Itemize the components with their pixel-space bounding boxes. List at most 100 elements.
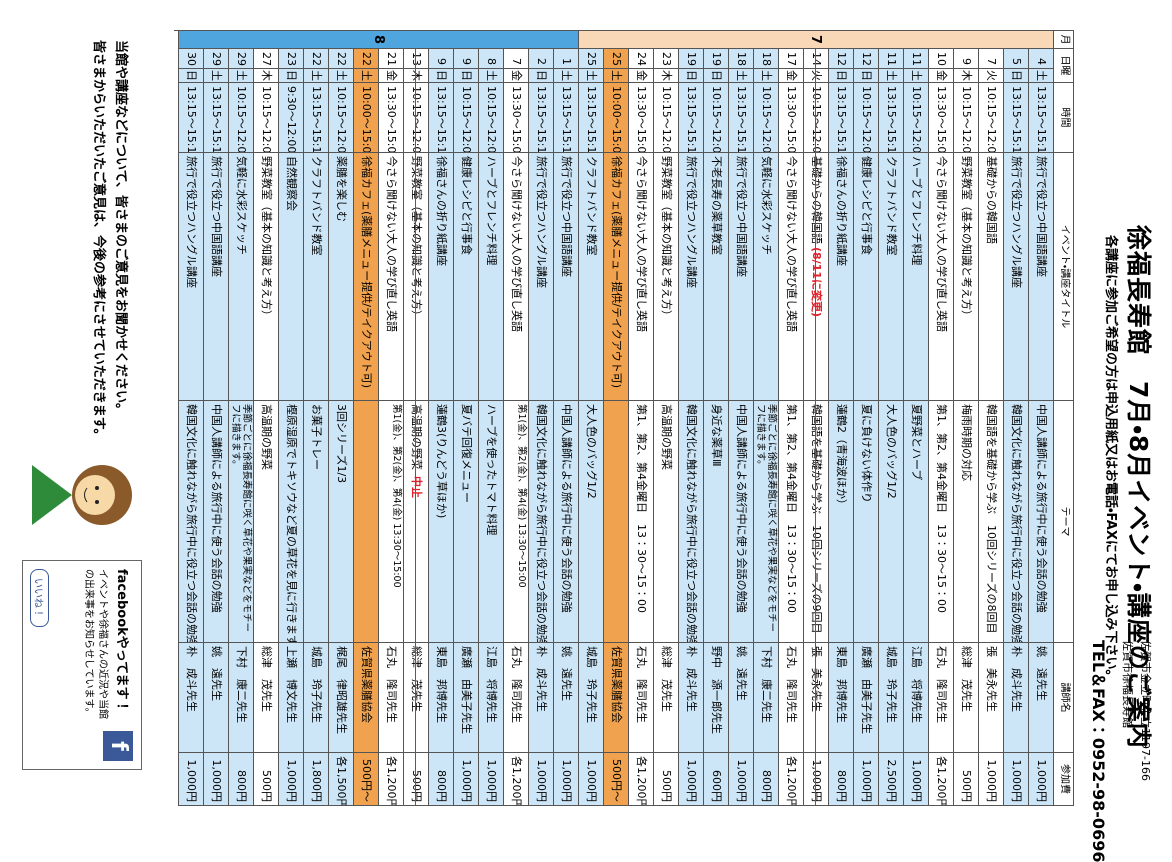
fee-cell: 1,000円 [553,753,578,806]
event-title: 薬膳を楽しむ [335,156,348,222]
theme-cell: 第1、第2、第4金曜日 13：30～15：00 [628,401,653,643]
weekday-cell: 土 [328,69,353,83]
month-label: 7 [808,34,824,45]
fee-cell: 800円 [753,753,778,806]
fee-cell: 1,800円 [303,753,328,806]
title-cell: 旅行で役立つハングル講座 [1003,153,1028,401]
theme-cell: 身近な薬草Ⅲ [703,401,728,643]
teacher-cell: 佐賀県薬膳協会 [353,643,378,753]
theme-cell: 高温期の野菜 [253,401,278,643]
teacher-cell: 石丸 隆司先生 [778,643,803,753]
time-cell: 10:00～15:00 [603,83,628,153]
portrait-page: 徐福長寿館 7月・8月イベント・講座のご案内 各講座に参加ご希望の方は申込用紙又… [22,30,1153,862]
event-theme: 夏に負けない体作り [860,404,873,503]
event-theme: 3回シリーズ1/3 [335,404,348,484]
day-cell: 5 [1003,49,1028,69]
theme-cell: 梅雨時期の対応 [953,401,978,643]
day-cell: 27 [253,49,278,69]
time-cell: 13:15～15:15 [678,83,703,153]
title-cell: 旅行で役立つ中国語講座 [553,153,578,401]
theme-cell: 中国人講師による旅行中に使う会話の勉強 [203,401,228,643]
teacher-cell: 石丸 隆司先生 [378,643,403,753]
event-theme: 季節ごとに徐福長寿館に咲く草花や果実などをモチーフに描きます。 [755,404,777,633]
title-cell: 気軽に水彩スケッチ [228,153,253,401]
time-cell: 10:15～12:00 [253,83,278,153]
teacher-cell: 城島 玲子先生 [878,643,903,753]
fee-cell: 1,000円 [678,753,703,806]
day-cell: 22 [303,49,328,69]
day-cell: 18 [753,49,778,69]
fee-cell: 500円 [653,753,678,806]
teacher-cell: 下村 康二先生 [228,643,253,753]
title-cell: 旅行で役立つハングル講座 [178,153,203,401]
title-cell: ハーブとフレンチ料理 [903,153,928,401]
theme-cell: 蓮鶴2（青海波ほか） [828,401,853,643]
time-cell: 10:15～12:00 [853,83,878,153]
time-cell: 10:15～12:00 [978,83,1003,153]
day-cell: 19 [678,49,703,69]
weekday-cell: 土 [878,69,903,83]
teacher-cell: 張 美永先生 [978,643,1003,753]
day-cell: 12 [853,49,878,69]
weekday-cell: 土 [553,69,578,83]
event-title: 野菜教室（基本の知識と考え方） [410,156,423,321]
fee-cell: 各1,200円 [378,753,403,806]
event-theme: 韓国文化に触れながら旅行中に役立つ会話の勉強 [685,404,698,643]
event-title: 今さら聞けない大人の学び直し英語 [785,156,798,332]
day-cell: 18 [728,49,753,69]
weekday-cell: 土 [603,69,628,83]
weekday-cell: 金 [628,69,653,83]
event-note: 中止 [410,476,423,498]
time-cell: 13:30～15:00 [503,83,528,153]
fee-cell: 1,000円 [1003,753,1028,806]
weekday-cell: 木 [953,69,978,83]
weekday-cell: 木 [653,69,678,83]
day-cell: 8 [478,49,503,69]
event-title: 野菜教室（基本の知識と考え方） [660,156,673,321]
title-cell: 今さら聞けない大人の学び直し英語 [628,153,653,401]
event-title: ハーブとフレンチ料理 [910,156,923,266]
day-cell: 11 [903,49,928,69]
event-title: 今さら聞けない大人の学び直し英語 [935,156,948,332]
facebook-icon: f [103,731,133,761]
telephone: TEL＆FAX：0952-98-0696 [1089,640,1108,862]
fee-cell: 1,000円 [578,753,603,806]
teacher-cell: 梶尾 律昭雄先生 [328,643,353,753]
column-header: 時間 [1053,83,1073,153]
page-subtitle: 各講座に参加ご希望の方は申込用紙又はお電話・FAXにてお申し込み下さい。 [1103,235,1118,683]
event-theme: 蓮鶴2（青海波ほか） [835,404,848,510]
fee-cell: 1,000円 [453,753,478,806]
month-cell: 7 [578,31,1053,49]
theme-cell: 蓮鶴3(りんどう草ほか) [428,401,453,643]
time-cell: 13:15～15:15 [303,83,328,153]
fee-cell: 1,000円 [903,753,928,806]
event-title: 徐福カフェ(薬膳メニュー提供/テイクアウト可) [360,156,373,389]
day-cell: 30 [178,49,203,69]
weekday-cell: 土 [753,69,778,83]
weekday-cell: 日 [703,69,728,83]
event-title: クラフトバンド教室 [585,156,598,256]
event-title: 徐福さんの折り紙講座 [435,156,448,266]
teacher-cell: 東島 邦博先生 [828,643,853,753]
event-theme: 高温期の野菜 [410,404,423,470]
event-title: 旅行で役立つ中国語講座 [560,156,573,277]
event-title: 旅行で役立つ中国語講座 [735,156,748,277]
fee-cell: 800円 [228,753,253,806]
weekday-cell: 日 [278,69,303,83]
title-cell: 旅行で役立つ中国語講座 [728,153,753,401]
teacher-cell: 城島 玲子先生 [578,643,603,753]
title-cell: 旅行で役立つハングル講座 [528,153,553,401]
event-title: 気軽に水彩スケッチ [235,156,248,255]
event-title: クラフトバンド教室 [310,156,323,256]
teacher-cell: 下村 康二先生 [753,643,778,753]
fee-cell: 1,000円 [528,753,553,806]
event-title: 自然観察会 [285,156,298,211]
event-theme: 蓮鶴3(りんどう草ほか) [435,404,448,519]
time-cell: 13:15～15:15 [1003,83,1028,153]
column-header: 講師名 [1053,643,1073,753]
theme-cell: 樫原湿原でトキソウなど夏の草花を見に行きます [278,401,303,643]
weekday-cell: 日 [828,69,853,83]
teacher-cell: 江島 将博先生 [478,643,503,753]
teacher-cell: 総津 茂先生 [953,643,978,753]
time-cell: 13:15～15:15 [203,83,228,153]
